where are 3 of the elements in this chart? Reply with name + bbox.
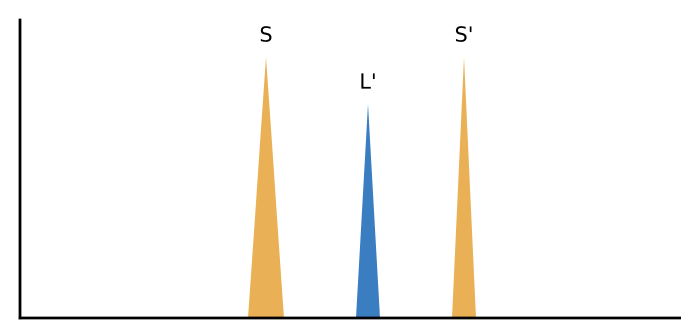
series-label: S' bbox=[456, 26, 472, 42]
series-label: S bbox=[260, 26, 272, 42]
series-label: L' bbox=[361, 73, 375, 89]
